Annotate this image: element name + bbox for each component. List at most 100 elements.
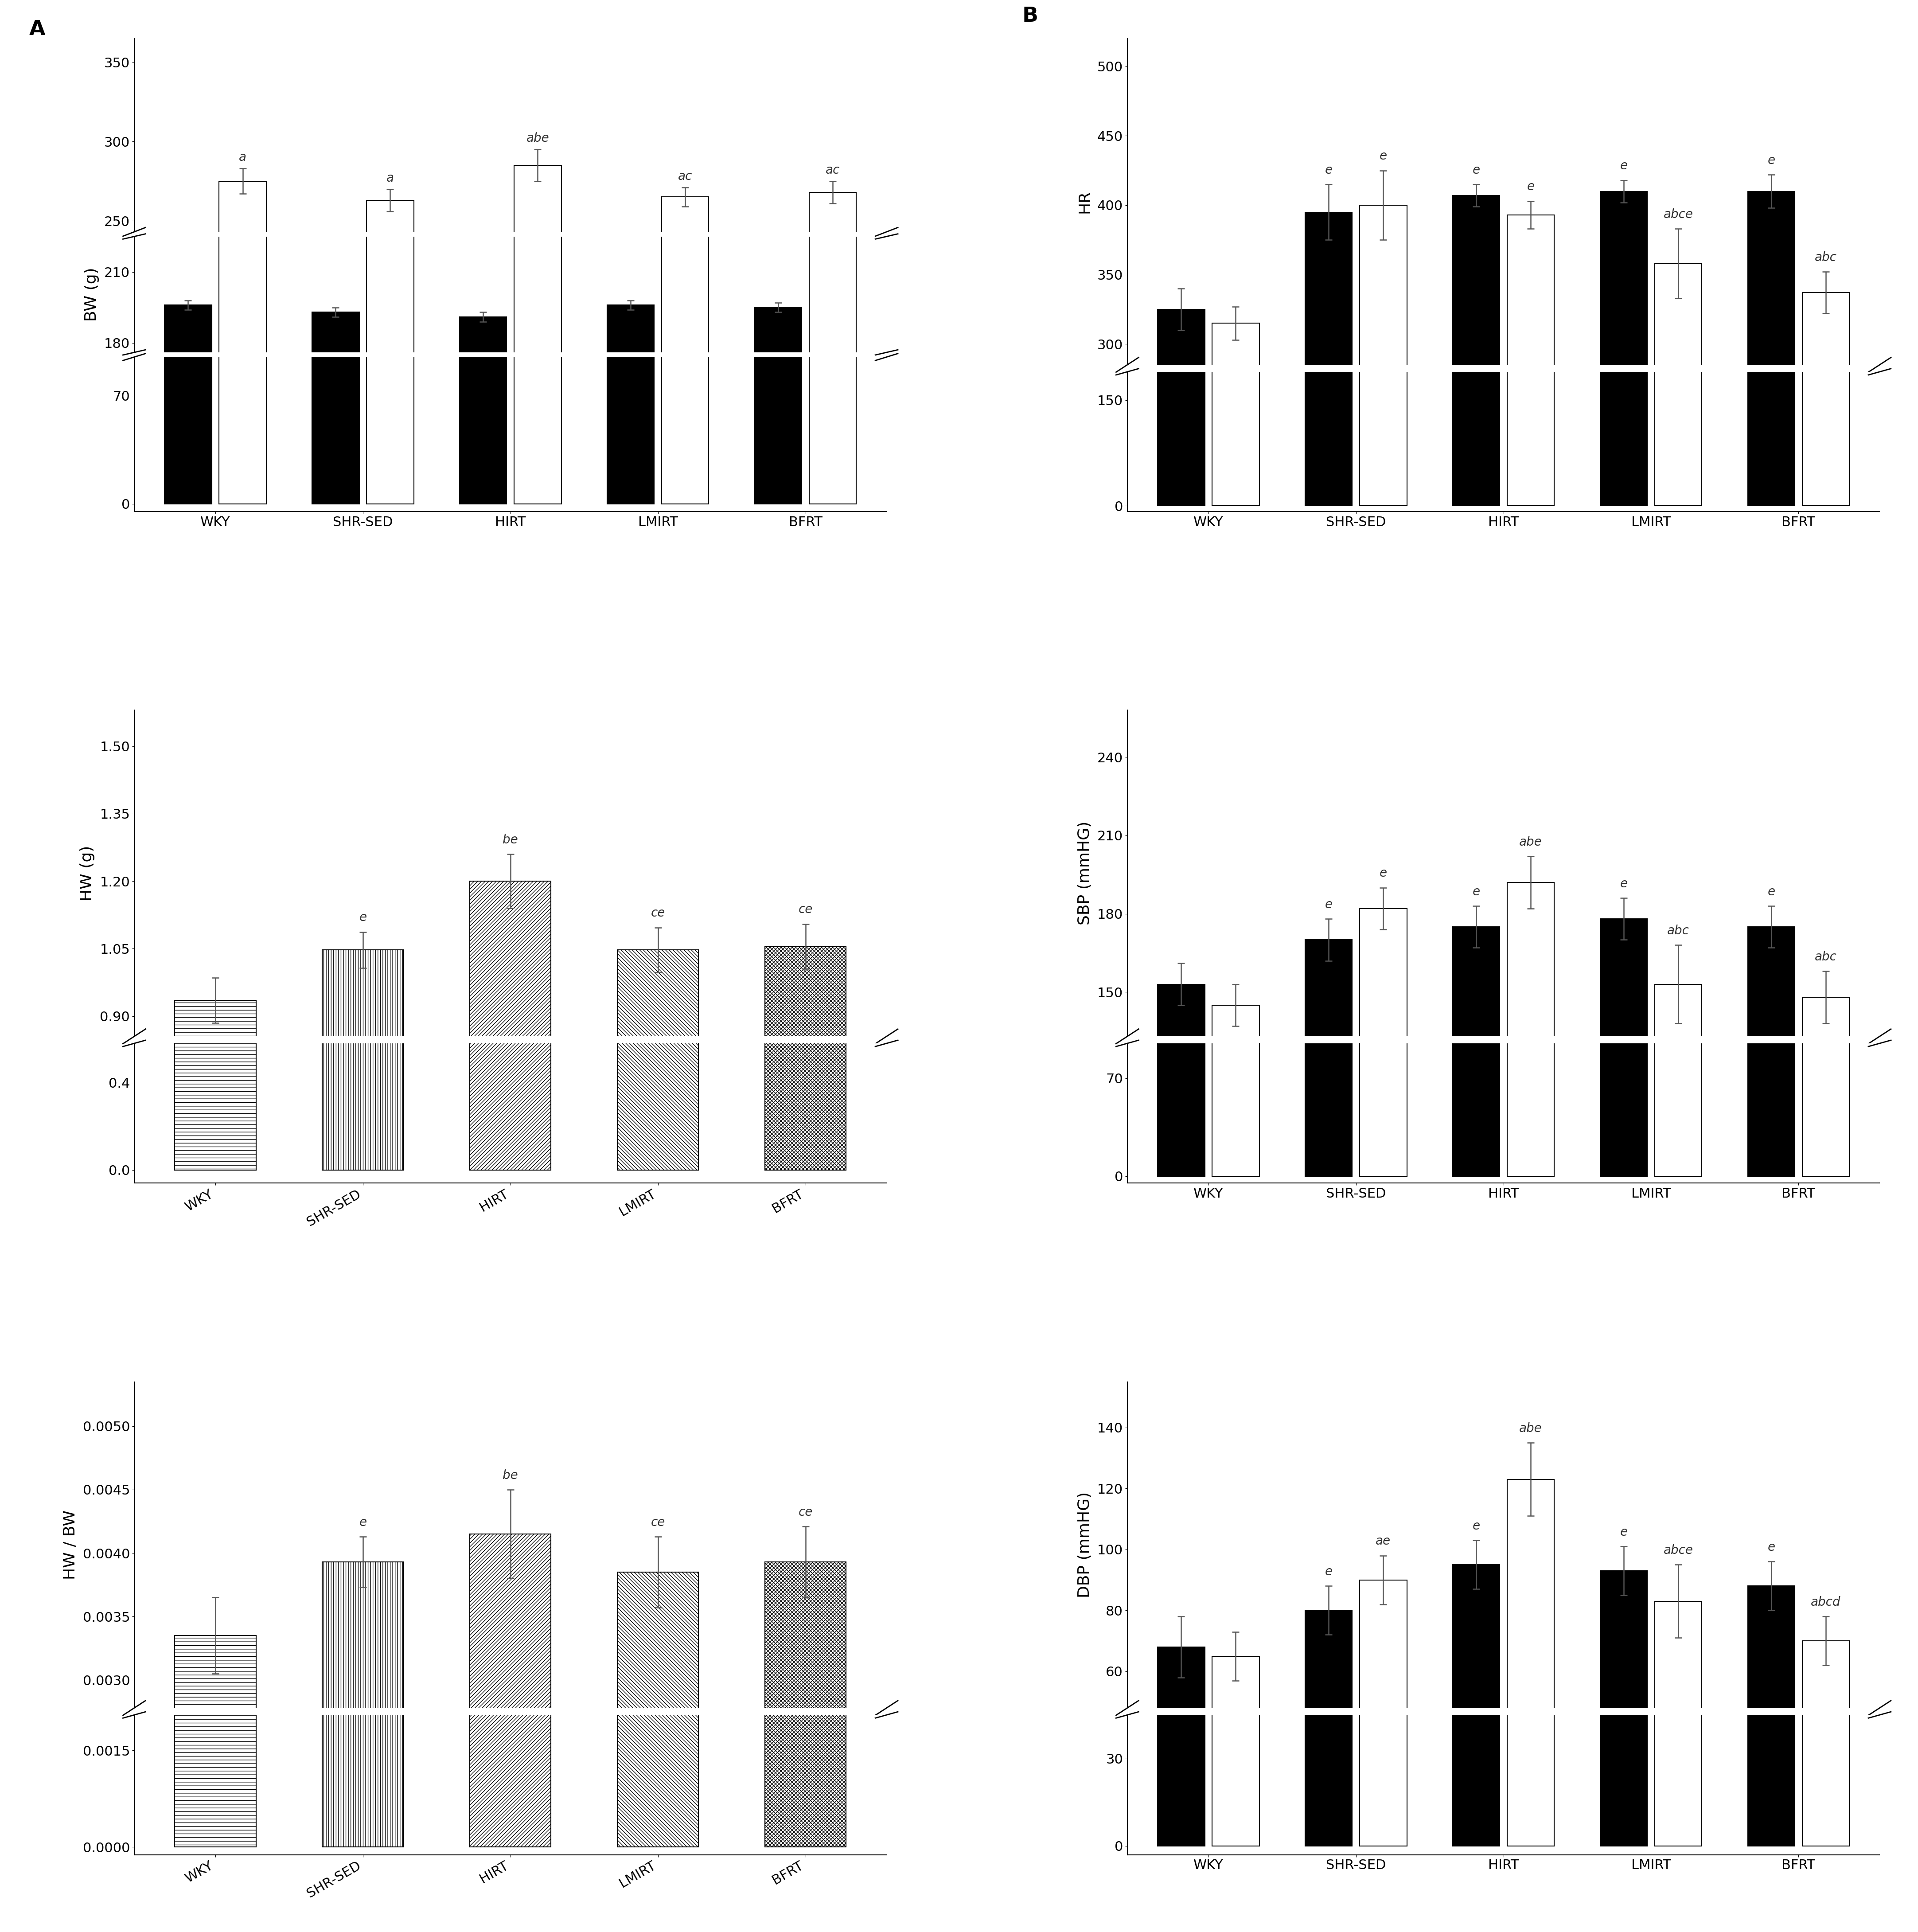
Bar <box>313 205 359 504</box>
Bar <box>754 307 802 769</box>
Bar <box>1452 195 1500 761</box>
Bar <box>1508 1488 1554 1845</box>
Text: e: e <box>1621 877 1628 891</box>
Bar <box>765 1594 846 1847</box>
Bar <box>618 1573 698 1932</box>
Y-axis label: HW / BW: HW / BW <box>63 1511 79 1580</box>
Bar <box>1747 1586 1795 1855</box>
Text: A: A <box>29 19 46 39</box>
Bar <box>1508 883 1554 1383</box>
Bar <box>1600 216 1648 506</box>
Bar <box>1452 1569 1500 1845</box>
Text: e: e <box>1766 1542 1774 1553</box>
Bar <box>1508 908 1554 1177</box>
Bar <box>514 95 562 769</box>
Bar <box>1304 939 1352 1383</box>
Bar <box>175 1636 255 1932</box>
Bar <box>1655 263 1701 761</box>
Bar <box>1212 1658 1260 1845</box>
Bar <box>1747 216 1795 506</box>
Bar <box>809 135 855 769</box>
Bar <box>1655 983 1701 1383</box>
Bar <box>460 315 506 616</box>
Bar <box>165 305 211 769</box>
Text: e: e <box>1379 867 1387 879</box>
Bar <box>1158 1648 1205 1845</box>
Text: ac: ac <box>825 164 840 176</box>
Bar <box>1600 927 1648 1177</box>
Bar <box>165 201 211 504</box>
Text: e: e <box>1621 1526 1628 1538</box>
Bar <box>1452 218 1500 506</box>
Bar <box>1600 920 1648 1383</box>
Bar <box>1803 997 1849 1383</box>
Bar <box>1747 1590 1795 1845</box>
Bar <box>1212 1005 1260 1383</box>
Text: abe: abe <box>1519 1422 1542 1435</box>
Bar <box>313 313 359 769</box>
Bar <box>1803 269 1849 506</box>
Bar <box>1600 191 1648 761</box>
Bar <box>1158 309 1205 761</box>
Text: e: e <box>1527 180 1534 193</box>
Bar <box>606 305 654 769</box>
Text: a: a <box>240 151 246 164</box>
Bar <box>1212 1656 1260 1855</box>
Bar <box>366 97 414 504</box>
Text: e: e <box>1325 898 1333 910</box>
Bar <box>366 201 414 616</box>
Bar <box>1158 962 1205 1177</box>
Bar <box>1803 1640 1849 1855</box>
Bar <box>175 966 255 1171</box>
Bar <box>1360 224 1408 506</box>
Bar <box>1212 323 1260 761</box>
Text: e: e <box>359 1517 366 1528</box>
Bar <box>1158 983 1205 1383</box>
Bar <box>606 307 654 616</box>
Bar <box>1158 276 1205 506</box>
Y-axis label: HR: HR <box>1078 189 1091 213</box>
Bar <box>460 209 506 504</box>
Bar <box>313 311 359 616</box>
Bar <box>1360 908 1408 1383</box>
Bar <box>219 79 267 504</box>
Bar <box>1360 922 1408 1177</box>
Text: abcd: abcd <box>1811 1596 1841 1607</box>
Text: e: e <box>1766 155 1774 166</box>
Bar <box>366 147 414 769</box>
Y-axis label: SBP (mmHG): SBP (mmHG) <box>1078 821 1091 925</box>
Text: e: e <box>1621 160 1628 172</box>
Text: abce: abce <box>1663 209 1694 220</box>
Bar <box>1600 1571 1648 1855</box>
Text: be: be <box>503 833 518 846</box>
Bar <box>662 141 710 769</box>
Bar <box>470 908 550 1171</box>
Bar <box>1747 191 1795 761</box>
Bar <box>1304 1613 1352 1845</box>
Bar <box>618 1600 698 1847</box>
Bar <box>1655 1602 1701 1855</box>
Bar <box>1212 284 1260 506</box>
Bar <box>1508 214 1554 761</box>
Bar <box>175 1001 255 1422</box>
Bar <box>1304 939 1352 1177</box>
Text: e: e <box>1379 151 1387 162</box>
Bar <box>219 118 267 769</box>
Text: abc: abc <box>1667 925 1690 937</box>
Bar <box>322 941 403 1171</box>
Text: e: e <box>359 912 366 923</box>
Text: abc: abc <box>1814 951 1837 962</box>
Bar <box>1655 1604 1701 1845</box>
Bar <box>322 1594 403 1847</box>
Text: e: e <box>1473 1520 1481 1532</box>
Bar <box>514 64 562 504</box>
Bar <box>754 203 802 504</box>
Bar <box>1304 213 1352 761</box>
Text: abc: abc <box>1814 251 1837 263</box>
Text: e: e <box>1766 885 1774 898</box>
Bar <box>470 1580 550 1847</box>
Bar <box>175 1631 255 1847</box>
Bar <box>1655 962 1701 1177</box>
Bar <box>514 166 562 616</box>
Bar <box>1158 1646 1205 1855</box>
